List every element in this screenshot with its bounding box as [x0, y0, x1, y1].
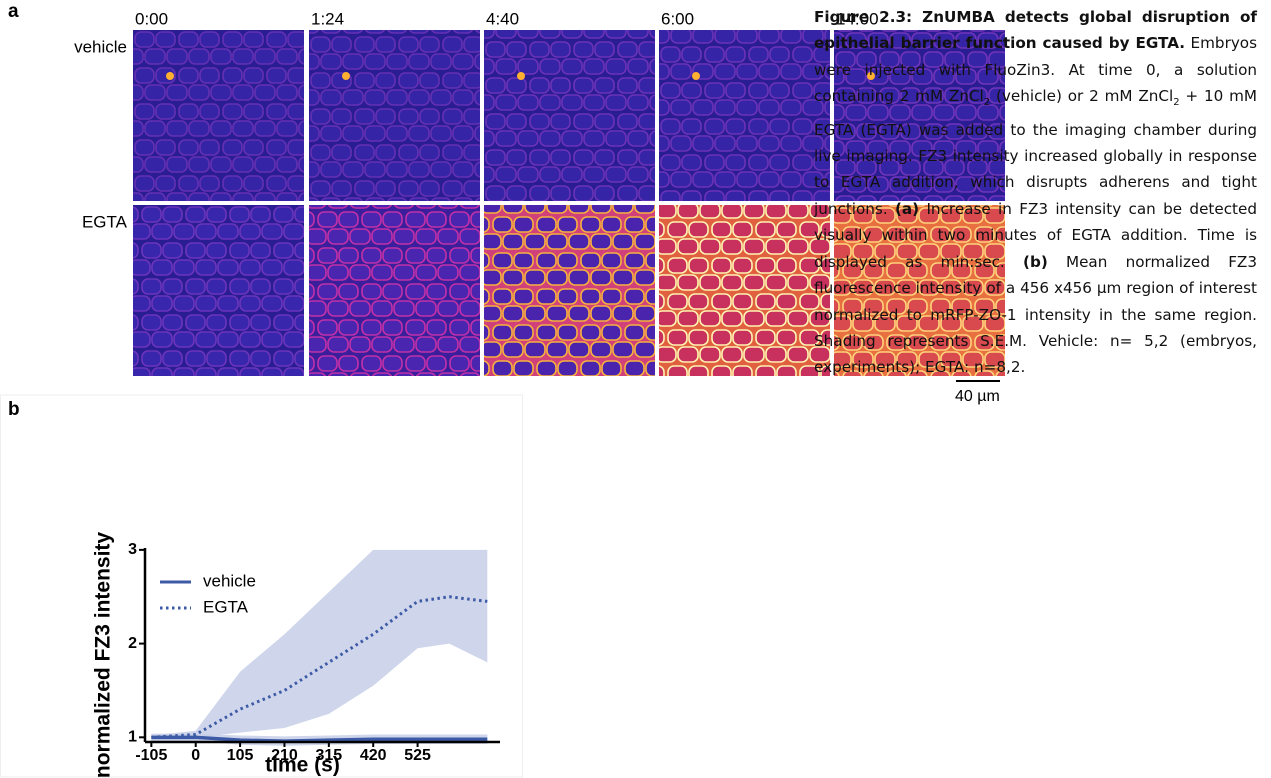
micrograph	[484, 205, 655, 376]
y-axis-label: normalized FZ3 intensity	[92, 532, 115, 778]
y-tick-label: 3	[128, 541, 137, 558]
x-tick-label: 210	[271, 747, 298, 764]
x-axis-label: time (s)	[265, 754, 340, 777]
caption-text: (vehicle) or 2 mM ZnCl	[990, 87, 1174, 106]
panel-label: a	[8, 1, 19, 22]
micrograph	[309, 205, 480, 376]
legend-label: vehicle	[203, 571, 256, 590]
micrograph	[133, 205, 304, 376]
sem-band	[151, 549, 488, 740]
series-line	[151, 595, 488, 739]
legend-label: EGTA	[203, 597, 249, 616]
series-line	[151, 735, 488, 743]
bright-spot	[692, 72, 700, 80]
caption-text: Mean normalized FZ3 fluorescence intensi…	[814, 252, 1258, 377]
micrograph	[659, 205, 830, 376]
micrograph	[834, 30, 1005, 201]
bright-spot	[166, 72, 174, 80]
y-tick-label: 2	[128, 635, 137, 652]
micrograph	[484, 30, 655, 201]
micrograph	[133, 30, 304, 201]
caption-text: + 10 mM EGTA (EGTA) was added to the ima…	[814, 87, 1257, 218]
time-label: 4:40	[486, 9, 519, 28]
time-label: 1:24	[311, 9, 344, 28]
caption-sub: 2	[1173, 97, 1180, 109]
row-label: EGTA	[82, 212, 128, 231]
time-label: 6:00	[661, 9, 694, 28]
time-label: 14:00	[836, 9, 879, 28]
scale-bar-label: 40 µm	[955, 388, 1000, 405]
spacer	[527, 4, 814, 390]
caption: Figure 2.3: ZnUMBA detects global disrup…	[527, 4, 1257, 390]
micrograph	[309, 30, 480, 201]
x-tick-label: 420	[360, 747, 387, 764]
caption-text: (b)	[1023, 252, 1048, 271]
x-tick-label: 525	[404, 747, 431, 764]
caption-text: Embryos were injected with FluoZin3. At …	[814, 34, 1258, 106]
bright-spot	[867, 72, 875, 80]
micrograph	[834, 205, 1005, 376]
time-label: 0:00	[135, 9, 168, 28]
micrograph	[659, 30, 830, 201]
bright-spot	[342, 72, 350, 80]
caption-text: (a)	[894, 199, 920, 218]
caption-sub: 2	[983, 97, 991, 109]
y-tick-label: 1	[128, 729, 137, 746]
x-tick-label: 315	[315, 747, 342, 764]
bright-spot	[517, 72, 525, 80]
panel-frame	[0, 394, 523, 778]
panel-label: b	[8, 399, 20, 420]
x-tick-label: -105	[135, 747, 167, 764]
x-tick-label: 0	[191, 747, 200, 764]
caption-text: Increase in FZ3 intensity can be detecte…	[814, 199, 1257, 271]
row-label: vehicle	[74, 37, 127, 56]
x-tick-label: 105	[227, 747, 254, 764]
caption-title: Figure 2.3: ZnUMBA detects global disrup…	[814, 8, 1257, 53]
